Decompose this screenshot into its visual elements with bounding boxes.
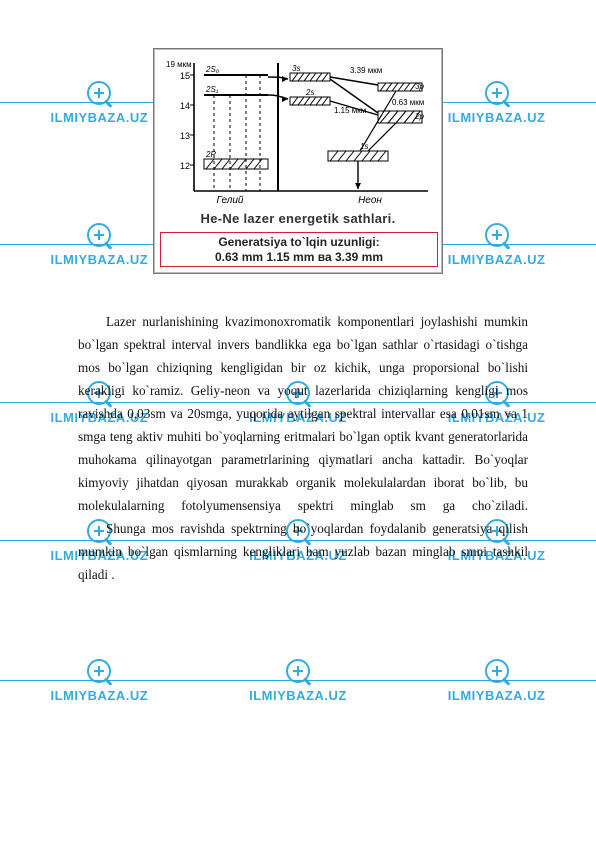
watermark-text: ILMIYBAZA.UZ <box>249 688 347 703</box>
ne-level: 3s <box>292 64 300 73</box>
energy-level-figure: 15 14 13 12 19 мкм 2S₀ 2S₁ <box>153 48 443 274</box>
figure-sub-line2: 0.63 mm 1.15 mm ва 3.39 mm <box>165 250 433 264</box>
he-level: 2S₁ <box>205 85 219 94</box>
ytick-label: 13 <box>180 131 190 141</box>
wave-label: 3.39 мкм <box>350 66 382 75</box>
ne-level: 3p <box>415 82 424 91</box>
he-caption: Гелий <box>217 195 244 205</box>
paragraph-1: Lazer nurlanishining kvazimonoxromatik k… <box>78 310 528 517</box>
ne-caption: Неон <box>358 195 382 205</box>
he-level: 2P <box>205 150 216 159</box>
he-level: 2S₀ <box>205 65 220 74</box>
wave-label: 1.15 мкм <box>334 106 366 115</box>
axis-unit: 19 мкм <box>166 60 192 69</box>
watermark-text: ILMIYBAZA.UZ <box>448 688 546 703</box>
figure-sub-line1: Generatsiya to`lqin uzunligi: <box>165 235 433 249</box>
ne-level: 2s <box>305 88 314 97</box>
ne-level: 2p <box>414 112 424 121</box>
figure-caption: He-Ne lazer energetik sathlari. <box>160 211 436 226</box>
watermark-text: ILMIYBAZA.UZ <box>50 688 148 703</box>
figure-subcaption-box: Generatsiya to`lqin uzunligi: 0.63 mm 1.… <box>160 232 438 267</box>
paragraph-2: Shunga mos ravishda spektrning bo`yoqlar… <box>78 517 528 586</box>
energy-level-diagram: 15 14 13 12 19 мкм 2S₀ 2S₁ <box>160 55 436 205</box>
body-text: Lazer nurlanishining kvazimonoxromatik k… <box>78 310 528 586</box>
wave-label: 0.63 мкм <box>392 98 424 107</box>
ytick-label: 15 <box>180 71 190 81</box>
ytick-label: 14 <box>180 101 190 111</box>
ytick-label: 12 <box>180 161 190 171</box>
